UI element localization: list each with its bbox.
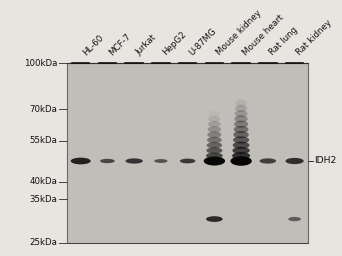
Text: Jurkat: Jurkat	[134, 33, 158, 57]
Ellipse shape	[234, 115, 248, 123]
Text: Rat lung: Rat lung	[268, 26, 300, 57]
Text: U-87MG: U-87MG	[188, 26, 219, 57]
Ellipse shape	[235, 110, 248, 117]
Ellipse shape	[208, 121, 221, 127]
Ellipse shape	[206, 216, 223, 222]
Text: IDH2: IDH2	[315, 156, 337, 165]
Ellipse shape	[206, 153, 223, 159]
Bar	[67, 219, 308, 225]
Bar	[67, 141, 308, 147]
Text: MCF-7: MCF-7	[107, 32, 133, 57]
Text: 70kDa: 70kDa	[29, 105, 57, 114]
Bar	[67, 69, 308, 75]
Text: HepG2: HepG2	[161, 30, 188, 57]
Ellipse shape	[207, 132, 221, 138]
Text: 40kDa: 40kDa	[29, 177, 57, 186]
Bar	[67, 177, 308, 183]
Bar	[67, 99, 308, 105]
Ellipse shape	[204, 156, 225, 166]
Ellipse shape	[154, 159, 168, 163]
Bar	[67, 207, 308, 213]
Text: Mouse heart: Mouse heart	[241, 13, 286, 57]
Ellipse shape	[233, 147, 250, 154]
Text: Mouse kidney: Mouse kidney	[214, 9, 263, 57]
Ellipse shape	[231, 156, 252, 166]
Ellipse shape	[233, 142, 249, 149]
Bar	[67, 159, 308, 165]
Bar	[67, 195, 308, 201]
Bar	[67, 135, 308, 141]
Bar	[67, 129, 308, 135]
Ellipse shape	[235, 100, 247, 107]
Bar	[67, 213, 308, 219]
Ellipse shape	[232, 152, 250, 159]
Bar	[67, 105, 308, 111]
Text: 100kDa: 100kDa	[24, 59, 57, 68]
Ellipse shape	[206, 147, 222, 154]
Ellipse shape	[234, 126, 249, 133]
Ellipse shape	[180, 159, 195, 163]
Bar	[67, 231, 308, 237]
Ellipse shape	[208, 116, 221, 122]
Bar	[67, 237, 308, 243]
Ellipse shape	[208, 126, 221, 133]
Bar	[67, 123, 308, 129]
Bar	[67, 63, 308, 69]
Ellipse shape	[207, 137, 222, 143]
Text: Rat kidney: Rat kidney	[294, 18, 333, 57]
Bar	[67, 81, 308, 87]
Text: 55kDa: 55kDa	[29, 136, 57, 145]
Ellipse shape	[71, 158, 91, 164]
Bar	[67, 87, 308, 93]
Ellipse shape	[234, 121, 248, 128]
Text: 25kDa: 25kDa	[29, 238, 57, 247]
Ellipse shape	[233, 131, 249, 138]
Bar	[67, 165, 308, 171]
Ellipse shape	[286, 158, 304, 164]
Text: 35kDa: 35kDa	[29, 195, 57, 204]
Bar	[67, 183, 308, 189]
Ellipse shape	[233, 136, 249, 144]
Bar	[67, 93, 308, 99]
Ellipse shape	[100, 159, 115, 163]
Bar	[67, 111, 308, 117]
Ellipse shape	[235, 105, 247, 112]
Bar	[67, 201, 308, 207]
Ellipse shape	[126, 158, 143, 164]
Bar	[67, 189, 308, 195]
Bar	[67, 153, 308, 159]
Ellipse shape	[288, 217, 301, 221]
Ellipse shape	[207, 142, 222, 148]
Bar	[67, 75, 308, 81]
Bar	[67, 63, 308, 243]
Ellipse shape	[260, 158, 276, 164]
Bar	[67, 225, 308, 231]
Bar	[67, 171, 308, 177]
Bar	[67, 117, 308, 123]
Text: HL-60: HL-60	[81, 33, 105, 57]
Bar	[67, 147, 308, 153]
